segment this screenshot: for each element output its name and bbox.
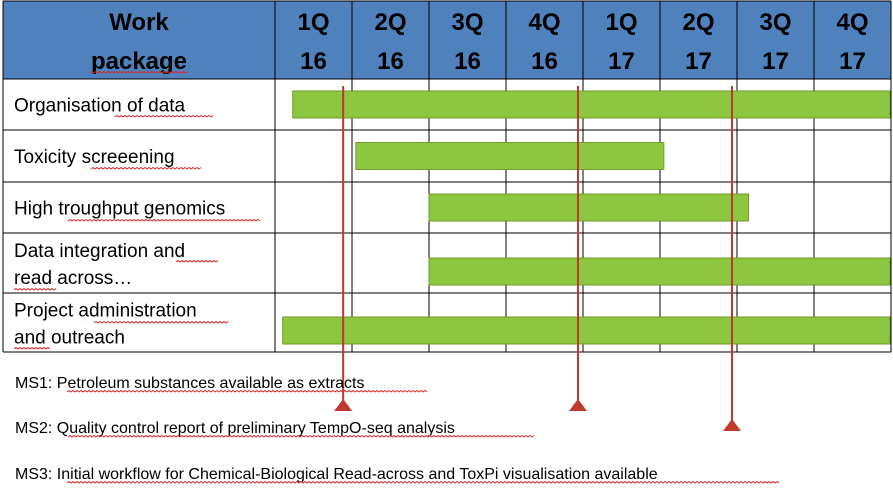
work-package-row: Toxicity screeening	[14, 142, 665, 170]
gantt-bar	[428, 257, 891, 286]
spellcheck-underline	[175, 259, 219, 263]
spellcheck-underline	[90, 166, 202, 170]
milestone-marker	[723, 86, 741, 431]
milestone-label: MS1: Petroleum substances available as e…	[15, 375, 365, 392]
work-package-label: Data integration and	[14, 241, 185, 262]
work-package-label: Organisation of data	[14, 96, 186, 117]
gantt-bar	[355, 142, 665, 170]
spellcheck-underline	[66, 389, 428, 393]
spellcheck-underline	[67, 218, 261, 222]
milestone-label: MS3: Initial workflow for Chemical-Biolo…	[15, 466, 658, 483]
header-work-package-line2: package	[91, 48, 187, 75]
spellcheck-underline	[13, 346, 51, 350]
spellcheck-underline	[114, 114, 214, 118]
work-package-label: read across…	[14, 268, 132, 289]
table-header: Work package	[3, 1, 891, 79]
quarter-year: 16	[454, 48, 481, 75]
quarter-label: 2Q	[374, 9, 406, 36]
milestone-arrow	[334, 399, 353, 411]
quarter-label: 1Q	[297, 9, 329, 36]
work-package-label: and outreach	[14, 328, 125, 349]
spellcheck-underline	[13, 287, 57, 291]
gantt-bar	[428, 193, 750, 222]
spellcheck-underline	[93, 320, 229, 324]
quarter-year: 17	[762, 48, 789, 75]
milestone-arrow	[723, 419, 741, 431]
quarter-label: 3Q	[759, 9, 791, 36]
milestone-marker	[569, 86, 587, 411]
quarter-label: 2Q	[682, 9, 714, 36]
quarter-year: 17	[608, 48, 635, 75]
work-package-row: High troughput genomics	[14, 193, 750, 222]
work-package-label: High troughput genomics	[14, 199, 225, 220]
work-package-row: Project administration and outreach	[14, 301, 891, 349]
milestone-label: MS2: Quality control report of prelimina…	[15, 420, 455, 437]
table-grid	[2, 0, 892, 353]
gantt-bar	[282, 316, 891, 345]
quarter-year: 17	[839, 48, 866, 75]
spellcheck-underline	[66, 480, 780, 484]
milestone-marker	[334, 86, 353, 411]
quarter-label: 4Q	[836, 9, 868, 36]
quarter-year: 17	[685, 48, 712, 75]
quarter-label: 3Q	[451, 9, 483, 36]
spellcheck-underline	[89, 70, 189, 74]
work-package-label: Toxicity screeening	[14, 147, 175, 168]
quarter-year: 16	[300, 48, 327, 75]
work-package-label: Project administration	[14, 301, 197, 322]
work-package-row: Organisation of data	[14, 90, 891, 119]
quarter-year: 16	[377, 48, 404, 75]
work-package-row: Data integration and read across…	[14, 241, 891, 289]
header-background	[3, 1, 891, 79]
milestone-arrow	[569, 399, 587, 411]
spellcheck-underline	[67, 434, 535, 438]
gantt-bar	[292, 90, 891, 119]
quarter-year: 16	[531, 48, 558, 75]
header-work-package-line1: Work	[109, 9, 169, 36]
quarter-label: 1Q	[605, 9, 637, 36]
quarter-label: 4Q	[528, 9, 560, 36]
